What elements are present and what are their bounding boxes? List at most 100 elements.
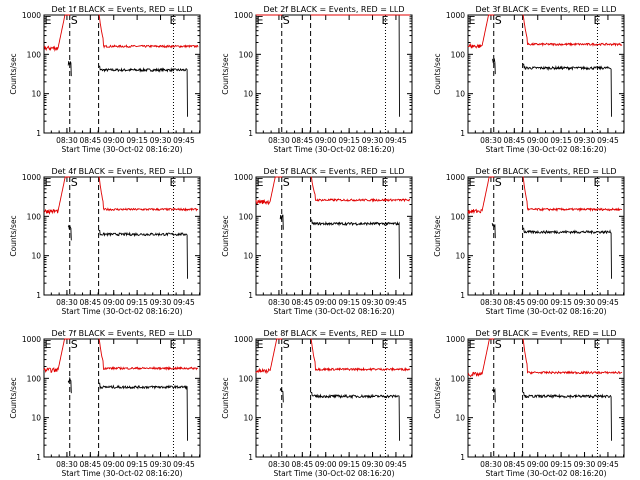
lld-series-line (522, 176, 623, 213)
marker-e-end: E (381, 338, 388, 351)
x-tick-label: 08:45 (80, 460, 102, 469)
events-series-line (67, 60, 72, 77)
panel-title: Det 7f BLACK = Events, RED = LLD (51, 329, 192, 338)
x-axis-label: Start Time (30-Oct-02 08:16:20) (273, 307, 394, 316)
y-tick-label: 10 (243, 90, 253, 99)
events-series-line (98, 382, 188, 441)
y-tick-label: 1 (460, 129, 465, 138)
y-axis-label: Counts/sec (433, 215, 442, 256)
x-axis-label: Start Time (30-Oct-02 08:16:20) (61, 469, 182, 478)
panel-det-4: Det 4f BLACK = Events, RED = LLD 1 10 100 10… (9, 167, 201, 316)
x-tick-label: 08:45 (80, 298, 102, 307)
lld-series-line (255, 338, 283, 375)
y-tick-label: 1000 (234, 173, 253, 182)
x-tick-label: 09:45 (385, 136, 407, 145)
lld-series-line (467, 338, 495, 378)
lld-series-line (467, 176, 495, 215)
x-tick-label: 08:30 (56, 460, 78, 469)
x-tick-label: 09:30 (362, 298, 384, 307)
x-tick-label: 08:30 (480, 460, 502, 469)
y-tick-label: 1 (248, 129, 253, 138)
x-tick-label: 09:30 (150, 136, 172, 145)
y-axis-label: Counts/sec (9, 53, 18, 94)
y-tick-label: 1000 (234, 11, 253, 20)
panel-title: Det 9f BLACK = Events, RED = LLD (475, 329, 616, 338)
x-tick-label: 09:15 (550, 136, 572, 145)
plot-frame (467, 338, 625, 458)
lld-series-line (310, 338, 411, 372)
panel-title: Det 8f BLACK = Events, RED = LLD (263, 329, 404, 338)
lld-series-line (98, 176, 199, 212)
y-tick-label: 10 (455, 252, 465, 261)
panel-det-2: Det 2f BLACK = Events, RED = LLD 1 10 100 10… (221, 5, 413, 154)
panel-det-7: Det 7f BLACK = Events, RED = LLD 1 10 100 10… (9, 329, 201, 478)
x-axis-label: Start Time (30-Oct-02 08:16:20) (485, 145, 606, 154)
panel-det-9: Det 9f BLACK = Events, RED = LLD 1 10 100 10… (433, 329, 625, 478)
x-tick-label: 09:15 (126, 136, 148, 145)
y-tick-label: 1000 (22, 11, 41, 20)
events-series-line (279, 214, 284, 230)
y-tick-label: 1 (36, 291, 41, 300)
lld-series-line (43, 338, 71, 374)
y-tick-label: 100 (239, 374, 254, 383)
marker-e-end: E (169, 14, 176, 27)
events-series-line (491, 223, 496, 239)
y-tick-label: 100 (451, 374, 466, 383)
lld-series-line (43, 176, 71, 215)
x-tick-label: 08:45 (292, 298, 314, 307)
x-tick-label: 09:45 (173, 298, 195, 307)
marker-e-start: E (468, 338, 475, 351)
y-tick-label: 100 (27, 374, 42, 383)
y-axis-label: Counts/sec (433, 377, 442, 418)
events-series-line (310, 14, 400, 117)
plot-frame (255, 14, 413, 134)
x-axis-label: Start Time (30-Oct-02 08:16:20) (273, 469, 394, 478)
marker-s: S (71, 338, 78, 351)
y-tick-label: 100 (451, 50, 466, 59)
x-tick-label: 09:45 (597, 298, 619, 307)
y-tick-label: 1000 (22, 335, 41, 344)
x-tick-label: 09:00 (315, 298, 337, 307)
x-tick-label: 09:45 (385, 298, 407, 307)
y-tick-label: 1 (36, 453, 41, 462)
x-tick-label: 09:00 (103, 136, 125, 145)
y-tick-label: 10 (31, 252, 41, 261)
events-series-line (310, 219, 400, 279)
y-tick-label: 10 (31, 90, 41, 99)
x-tick-label: 09:15 (550, 298, 572, 307)
y-tick-label: 1 (248, 453, 253, 462)
y-tick-label: 1000 (446, 11, 465, 20)
events-series-line (98, 65, 188, 117)
x-tick-label: 09:00 (103, 460, 125, 469)
y-tick-label: 100 (27, 212, 42, 221)
x-axis-label: Start Time (30-Oct-02 08:16:20) (61, 307, 182, 316)
y-axis-label: Counts/sec (9, 377, 18, 418)
y-tick-label: 1 (460, 453, 465, 462)
plot-frame (43, 338, 201, 458)
marker-e-start: E (44, 14, 51, 27)
lld-series-line (522, 14, 623, 47)
panel-det-8: Det 8f BLACK = Events, RED = LLD 1 10 100 10… (221, 329, 413, 478)
lld-series-line (255, 176, 283, 206)
x-tick-label: 09:15 (338, 460, 360, 469)
events-series-line (98, 230, 188, 279)
plot-frame (43, 176, 201, 296)
panel-det-6: Det 6f BLACK = Events, RED = LLD 1 10 100 10… (433, 167, 625, 316)
marker-e-end: E (593, 14, 600, 27)
marker-e-start: E (468, 176, 475, 189)
x-tick-label: 08:30 (268, 460, 290, 469)
x-tick-label: 09:45 (173, 136, 195, 145)
panel-title: Det 1f BLACK = Events, RED = LLD (51, 5, 192, 14)
panel-det-3: Det 3f BLACK = Events, RED = LLD 1 10 100 10… (433, 5, 625, 154)
y-tick-label: 1 (460, 291, 465, 300)
x-tick-label: 09:00 (103, 298, 125, 307)
panel-title: Det 3f BLACK = Events, RED = LLD (475, 5, 616, 14)
x-tick-label: 09:15 (338, 136, 360, 145)
y-tick-label: 10 (243, 252, 253, 261)
events-series-line (522, 227, 612, 279)
marker-e-end: E (169, 338, 176, 351)
y-tick-label: 10 (31, 414, 41, 423)
marker-s: S (71, 14, 78, 27)
x-tick-label: 09:30 (150, 298, 172, 307)
